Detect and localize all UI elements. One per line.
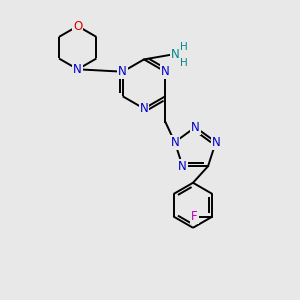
Text: N: N <box>170 136 179 148</box>
Text: N: N <box>178 160 187 173</box>
Text: F: F <box>191 210 198 223</box>
Text: N: N <box>161 65 170 78</box>
Text: N: N <box>73 63 82 76</box>
Text: N: N <box>118 65 127 78</box>
Text: H: H <box>180 58 188 68</box>
Text: N: N <box>212 136 220 148</box>
Text: N: N <box>171 48 180 62</box>
Text: O: O <box>73 20 82 33</box>
Text: H: H <box>180 41 188 52</box>
Text: N: N <box>191 121 200 134</box>
Text: N: N <box>140 102 148 115</box>
